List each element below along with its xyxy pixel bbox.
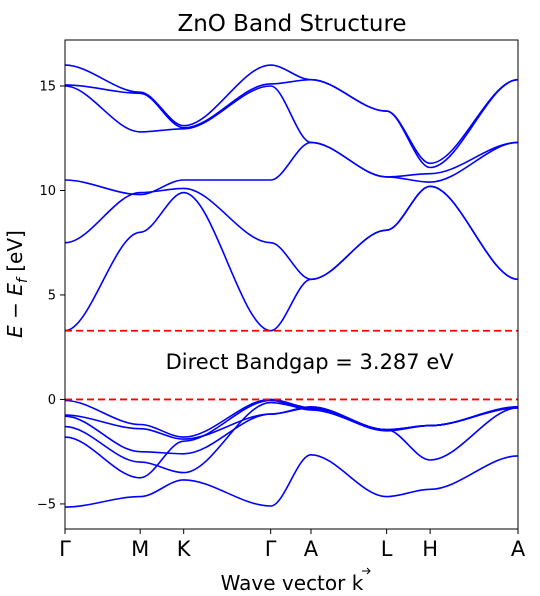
band-line-4 bbox=[64, 406, 519, 455]
band-line-1 bbox=[64, 453, 519, 508]
y-tick-label: −5 bbox=[37, 497, 56, 512]
chart-title: ZnO Band Structure bbox=[177, 11, 406, 37]
bandgap-annotation: Direct Bandgap = 3.287 eV bbox=[166, 350, 455, 374]
y-tick-label: 15 bbox=[39, 79, 56, 94]
y-label-sub: f bbox=[15, 276, 31, 283]
x-axis-label: Wave vector k bbox=[221, 567, 371, 595]
y-label-unit: [eV] bbox=[3, 230, 27, 278]
band-line-10 bbox=[64, 85, 519, 178]
x-tick-label: M bbox=[131, 537, 149, 561]
y-tick-label: 5 bbox=[48, 288, 56, 303]
x-axis-label-text: Wave vector k bbox=[221, 571, 364, 595]
band-line-7 bbox=[64, 185, 519, 332]
band-lines bbox=[64, 64, 519, 508]
band-line-12 bbox=[64, 64, 519, 165]
band-line-6 bbox=[64, 398, 519, 438]
x-tick-label: A bbox=[511, 537, 526, 561]
plot-frame bbox=[64, 39, 519, 530]
band-line-2 bbox=[64, 399, 519, 479]
y-axis-ticks: −5 0 5 10 15 bbox=[37, 79, 65, 512]
arrowhead-icon bbox=[366, 567, 371, 575]
x-tick-label: H bbox=[422, 537, 438, 561]
band-line-3 bbox=[64, 401, 519, 474]
band-line-9 bbox=[64, 141, 519, 196]
y-axis-label: E − Ef [eV] bbox=[3, 230, 31, 338]
x-tick-label: A bbox=[304, 537, 319, 561]
reference-lines bbox=[65, 329, 518, 401]
band-line-8 bbox=[64, 185, 519, 281]
x-tick-label: L bbox=[381, 537, 393, 561]
x-tick-label: K bbox=[177, 537, 192, 561]
band-line-11 bbox=[64, 78, 519, 169]
x-tick-label: Γ bbox=[59, 537, 71, 561]
y-axis-label-text: E − Ef [eV] bbox=[3, 230, 31, 338]
y-tick-label: 0 bbox=[48, 393, 56, 408]
y-tick-label: 10 bbox=[39, 184, 56, 199]
x-tick-label: Γ bbox=[265, 537, 277, 561]
y-label-lead: E − E bbox=[3, 283, 27, 338]
